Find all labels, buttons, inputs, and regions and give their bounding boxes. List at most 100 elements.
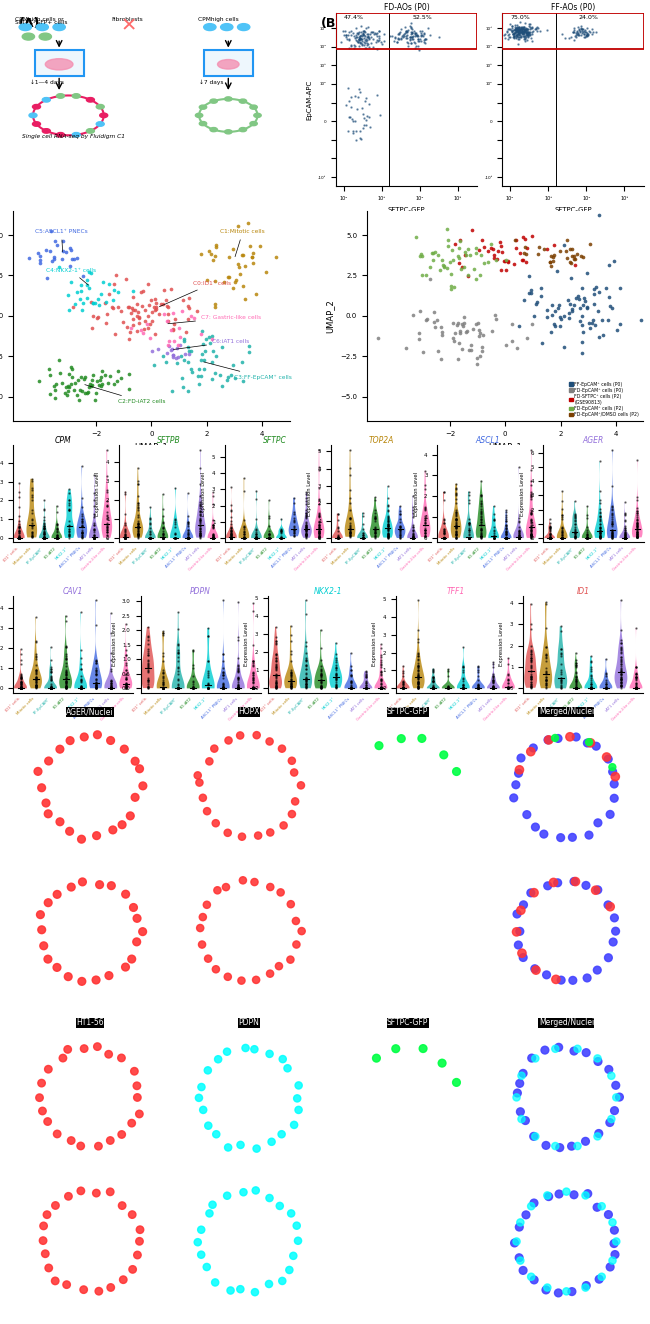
Point — [632, 489, 642, 510]
Circle shape — [66, 736, 74, 744]
Point — [158, 678, 168, 699]
Circle shape — [94, 731, 101, 739]
Point — [573, 19, 584, 40]
Point — [526, 503, 536, 524]
Point — [365, 24, 375, 45]
Point — [121, 659, 131, 681]
Point — [248, 678, 259, 699]
Point — [89, 519, 99, 540]
Point — [526, 519, 536, 540]
Point — [361, 678, 371, 699]
Point — [145, 527, 155, 548]
Point — [90, 673, 101, 694]
Point — [195, 524, 205, 545]
Point — [398, 678, 408, 699]
Point — [476, 506, 486, 527]
Point — [372, 327, 383, 348]
Circle shape — [128, 955, 136, 963]
Point — [233, 216, 243, 237]
Circle shape — [136, 1238, 143, 1245]
Point — [178, 376, 188, 397]
Point — [344, 479, 355, 500]
Point — [200, 340, 211, 361]
Point — [545, 520, 555, 542]
Point — [619, 523, 630, 544]
Point — [289, 487, 299, 508]
Point — [595, 523, 605, 544]
Point — [582, 297, 592, 318]
Point — [226, 524, 237, 545]
Point — [45, 384, 55, 405]
Point — [82, 287, 92, 308]
Point — [27, 514, 37, 535]
Point — [203, 674, 213, 695]
Point — [361, 37, 371, 58]
Point — [270, 643, 281, 665]
Text: Gastric-like cells: Gastric-like cells — [81, 547, 107, 572]
Point — [64, 527, 75, 548]
Point — [344, 512, 355, 534]
Point — [331, 666, 341, 687]
Point — [158, 621, 168, 642]
Point — [571, 655, 581, 677]
Point — [601, 678, 611, 699]
Point — [509, 23, 519, 44]
Point — [428, 678, 439, 699]
Point — [170, 527, 181, 548]
Point — [382, 524, 393, 545]
Point — [62, 380, 73, 401]
Text: FF-EpCAM⁺: FF-EpCAM⁺ — [132, 547, 150, 565]
Point — [601, 678, 611, 699]
Point — [264, 527, 274, 548]
Point — [315, 678, 326, 699]
Point — [525, 24, 535, 45]
Point — [503, 677, 514, 698]
Point — [413, 666, 423, 687]
Point — [526, 483, 536, 504]
Point — [488, 675, 499, 696]
Point — [455, 230, 465, 252]
Point — [344, 514, 355, 535]
Point — [46, 665, 56, 686]
Point — [14, 527, 25, 548]
Point — [252, 523, 262, 544]
Point — [346, 97, 356, 118]
Text: iAT1 cells: iAT1 cells — [396, 547, 413, 563]
Point — [79, 368, 89, 389]
Circle shape — [42, 800, 50, 806]
Point — [105, 678, 116, 699]
Point — [346, 677, 356, 698]
Point — [632, 527, 642, 548]
Point — [443, 678, 454, 699]
Point — [420, 527, 430, 548]
Point — [556, 662, 566, 683]
Point — [410, 23, 421, 44]
Point — [344, 522, 355, 543]
Point — [376, 678, 386, 699]
Point — [382, 515, 393, 536]
Point — [582, 516, 592, 538]
Point — [398, 678, 408, 699]
Point — [376, 678, 386, 699]
Point — [127, 297, 138, 318]
Point — [526, 524, 536, 545]
Text: FF-EpCAM⁺: FF-EpCAM⁺ — [32, 696, 51, 715]
Point — [90, 677, 101, 698]
Point — [133, 520, 143, 542]
Point — [632, 526, 642, 547]
Point — [255, 236, 265, 257]
Point — [39, 523, 49, 544]
Point — [438, 508, 448, 530]
Point — [218, 678, 228, 699]
Point — [145, 527, 155, 548]
Point — [632, 496, 642, 518]
Point — [526, 503, 536, 524]
Point — [525, 654, 536, 675]
Point — [488, 673, 499, 694]
Point — [619, 527, 630, 548]
Text: 75.0%: 75.0% — [510, 15, 530, 20]
Point — [525, 677, 536, 698]
Point — [361, 105, 372, 126]
Point — [595, 526, 605, 547]
Point — [276, 527, 287, 548]
